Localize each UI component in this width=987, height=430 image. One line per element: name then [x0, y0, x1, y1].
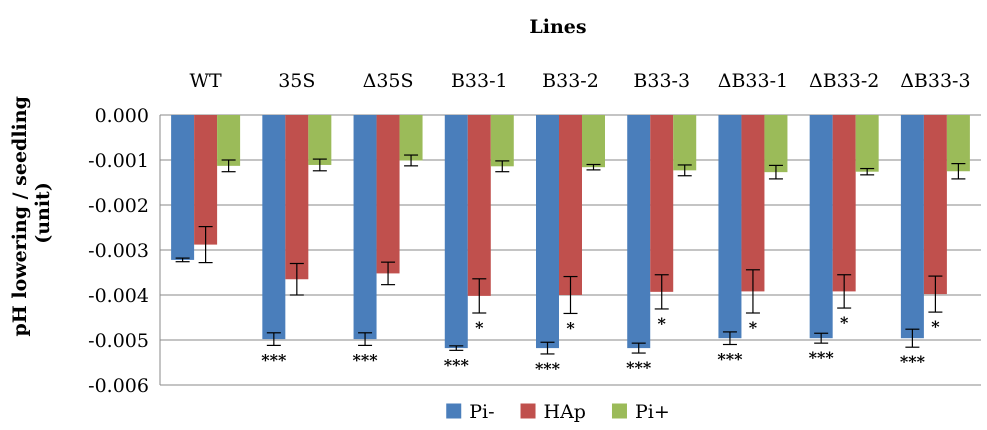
x-tick-label: B33-3 — [633, 70, 690, 92]
legend-label: Pi+ — [635, 401, 670, 423]
y-axis-title-line-2: (unit) — [32, 182, 54, 244]
bar — [217, 115, 241, 166]
significance-labels: *** *** *** *** *** *** *** **** * * * * * — [261, 313, 940, 378]
bar — [467, 115, 491, 296]
bar — [582, 115, 605, 168]
y-tick-label: -0.003 — [88, 240, 149, 262]
y-tick-label: 0.000 — [95, 105, 149, 127]
bar — [285, 115, 309, 280]
y-axis-title: pH lowering / seedling (unit) — [9, 89, 54, 336]
bar — [946, 115, 970, 172]
x-tick-label: B33-2 — [542, 70, 599, 92]
bar — [764, 115, 788, 173]
bar — [923, 115, 947, 295]
y-tick-label: -0.001 — [88, 150, 149, 172]
significance-label: * — [566, 318, 575, 337]
x-tick-label: WT — [190, 70, 223, 92]
significance-label: *** — [900, 352, 926, 371]
bar — [559, 115, 582, 295]
legend-item: Pi- — [446, 401, 495, 423]
significance-label: * — [931, 317, 940, 336]
x-tick-label: ΔB33-2 — [809, 70, 879, 92]
y-tick-label: -0.002 — [88, 195, 149, 217]
significance-label: *** — [717, 350, 743, 369]
significance-label: * — [658, 314, 667, 333]
y-tick-labels: 0.000 -0.001 -0.002 -0.003 -0.004 -0.005 -0.00… — [88, 105, 149, 397]
bar — [718, 115, 742, 339]
significance-label: * — [749, 318, 758, 337]
bar — [262, 115, 286, 340]
significance-label: *** — [626, 358, 652, 377]
legend: Pi- HAp Pi+ — [446, 401, 670, 423]
bar — [194, 115, 218, 245]
bar — [490, 115, 514, 167]
bar — [627, 115, 651, 349]
legend-item: HAp — [520, 401, 586, 423]
bar — [832, 115, 856, 292]
bar — [809, 115, 833, 339]
x-tick-label: ΔB33-3 — [900, 70, 970, 92]
significance-label: * — [475, 318, 484, 337]
y-axis-title-line-1: pH lowering / seedling — [9, 96, 31, 336]
significance-label: *** — [261, 350, 287, 369]
chart-title: Lines — [529, 16, 586, 38]
bar — [650, 115, 674, 292]
legend-label: Pi- — [469, 401, 494, 423]
bars — [171, 115, 970, 349]
legend-label: HAp — [544, 401, 586, 423]
significance-label: *** — [444, 355, 470, 374]
legend-swatch — [611, 403, 627, 419]
y-tick-label: -0.005 — [88, 330, 149, 352]
bar — [855, 115, 879, 172]
bar — [536, 115, 559, 349]
significance-label: * — [840, 313, 849, 332]
bar — [353, 115, 377, 340]
legend-swatch — [520, 403, 536, 419]
bar — [399, 115, 423, 161]
x-tick-label: ΔB33-1 — [718, 70, 788, 92]
bar — [376, 115, 400, 274]
significance-label: *** — [535, 359, 561, 378]
y-tick-label: -0.006 — [88, 375, 149, 397]
x-tick-label: 35S — [278, 70, 315, 92]
bar — [900, 115, 924, 339]
x-tick-labels: WT 35S Δ35S B33-1 B33-2 B33-3 ΔB33-1 ΔB33-2 ΔB33… — [190, 70, 971, 92]
significance-label: *** — [809, 348, 835, 367]
bar — [308, 115, 332, 165]
legend-item: Pi+ — [611, 401, 670, 423]
significance-label: *** — [353, 350, 379, 369]
bar — [673, 115, 697, 171]
y-tick-label: -0.004 — [88, 285, 149, 307]
bar — [171, 115, 195, 260]
bar — [741, 115, 765, 292]
x-tick-label: Δ35S — [363, 70, 414, 92]
bar — [444, 115, 468, 349]
x-tick-label: B33-1 — [451, 70, 508, 92]
error-bars — [175, 154, 966, 355]
legend-swatch — [446, 403, 462, 419]
